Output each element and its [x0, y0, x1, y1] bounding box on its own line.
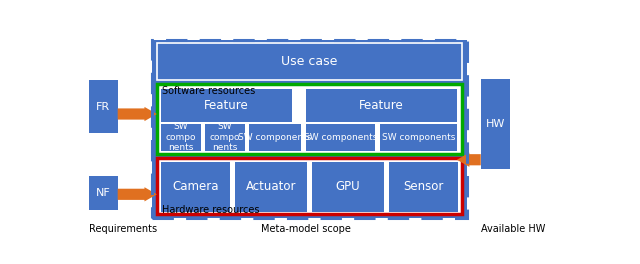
Text: SW
compo
nents: SW compo nents: [165, 122, 196, 152]
Text: Hardware resources: Hardware resources: [162, 205, 259, 215]
Text: Camera: Camera: [172, 180, 219, 193]
Bar: [481, 79, 509, 169]
Bar: [89, 81, 118, 133]
Text: SW components: SW components: [382, 133, 455, 142]
FancyArrow shape: [118, 187, 157, 201]
Text: Meta-model scope: Meta-model scope: [260, 224, 351, 234]
Bar: [312, 162, 384, 211]
Bar: [205, 124, 244, 150]
Bar: [161, 124, 200, 150]
Text: NF: NF: [96, 188, 111, 198]
Text: Feature: Feature: [204, 99, 249, 112]
Bar: [89, 176, 118, 210]
Text: Requirements: Requirements: [89, 224, 157, 234]
Bar: [306, 124, 375, 150]
Bar: [157, 83, 462, 154]
Bar: [306, 89, 457, 122]
Text: Feature: Feature: [359, 99, 404, 112]
Bar: [236, 162, 307, 211]
FancyArrow shape: [118, 107, 157, 121]
Text: SW
compo
nents: SW compo nents: [209, 122, 240, 152]
Text: SW components: SW components: [304, 133, 377, 142]
Bar: [152, 40, 467, 218]
Text: FR: FR: [96, 102, 110, 112]
Bar: [152, 40, 467, 218]
Bar: [157, 43, 462, 81]
Text: HW: HW: [486, 119, 505, 129]
Bar: [161, 89, 292, 122]
Bar: [157, 158, 462, 214]
Bar: [161, 162, 230, 211]
Text: Software resources: Software resources: [162, 86, 255, 96]
Text: Sensor: Sensor: [404, 180, 444, 193]
FancyArrow shape: [457, 153, 481, 167]
Bar: [249, 124, 301, 150]
Text: Available HW: Available HW: [481, 224, 545, 234]
Text: SW components: SW components: [239, 133, 312, 142]
Text: GPU: GPU: [336, 180, 360, 193]
Bar: [389, 162, 458, 211]
Text: Actuator: Actuator: [246, 180, 296, 193]
Bar: [380, 124, 457, 150]
Text: Use case: Use case: [281, 55, 337, 68]
